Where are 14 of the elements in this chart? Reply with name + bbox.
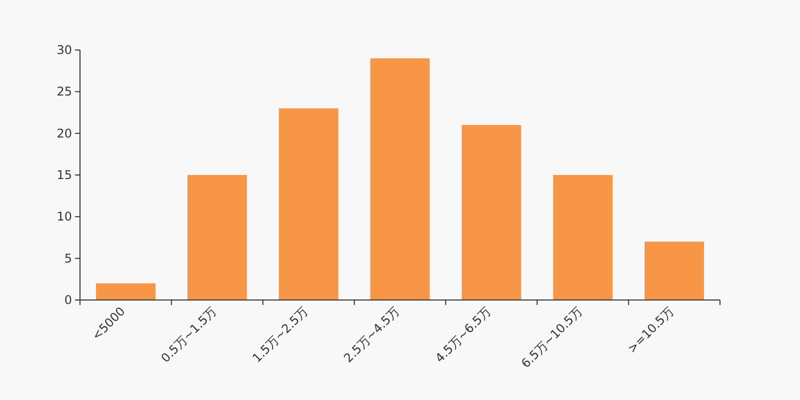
bar bbox=[96, 283, 156, 300]
bar bbox=[644, 242, 704, 300]
bar bbox=[553, 175, 613, 300]
y-tick-label: 20 bbox=[56, 126, 72, 140]
y-tick-label: 10 bbox=[56, 210, 72, 224]
y-tick-label: 5 bbox=[64, 251, 72, 266]
bar bbox=[370, 58, 430, 300]
bar bbox=[278, 108, 338, 300]
y-tick-label: 25 bbox=[56, 84, 72, 99]
y-tick-label: 0 bbox=[64, 293, 72, 307]
y-tick-label: 30 bbox=[56, 43, 72, 57]
bar bbox=[187, 175, 247, 300]
bar bbox=[462, 125, 522, 300]
y-tick-label: 15 bbox=[56, 168, 72, 182]
